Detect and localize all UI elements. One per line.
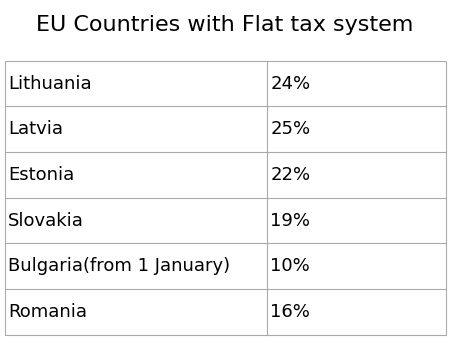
Text: Bulgaria(from 1 January): Bulgaria(from 1 January) [8, 257, 230, 275]
Text: Romania: Romania [8, 303, 87, 321]
Text: 24%: 24% [270, 75, 310, 93]
Bar [4, 61, 446, 335]
Text: Estonia: Estonia [8, 166, 74, 184]
Text: Latvia: Latvia [8, 120, 63, 138]
Text: 10%: 10% [270, 257, 310, 275]
Text: EU Countries with Flat tax system: EU Countries with Flat tax system [36, 15, 414, 35]
Text: Lithuania: Lithuania [8, 75, 92, 93]
Text: 19%: 19% [270, 212, 310, 230]
Text: 25%: 25% [270, 120, 310, 138]
Text: 22%: 22% [270, 166, 310, 184]
Text: Slovakia: Slovakia [8, 212, 84, 230]
Text: 16%: 16% [270, 303, 310, 321]
